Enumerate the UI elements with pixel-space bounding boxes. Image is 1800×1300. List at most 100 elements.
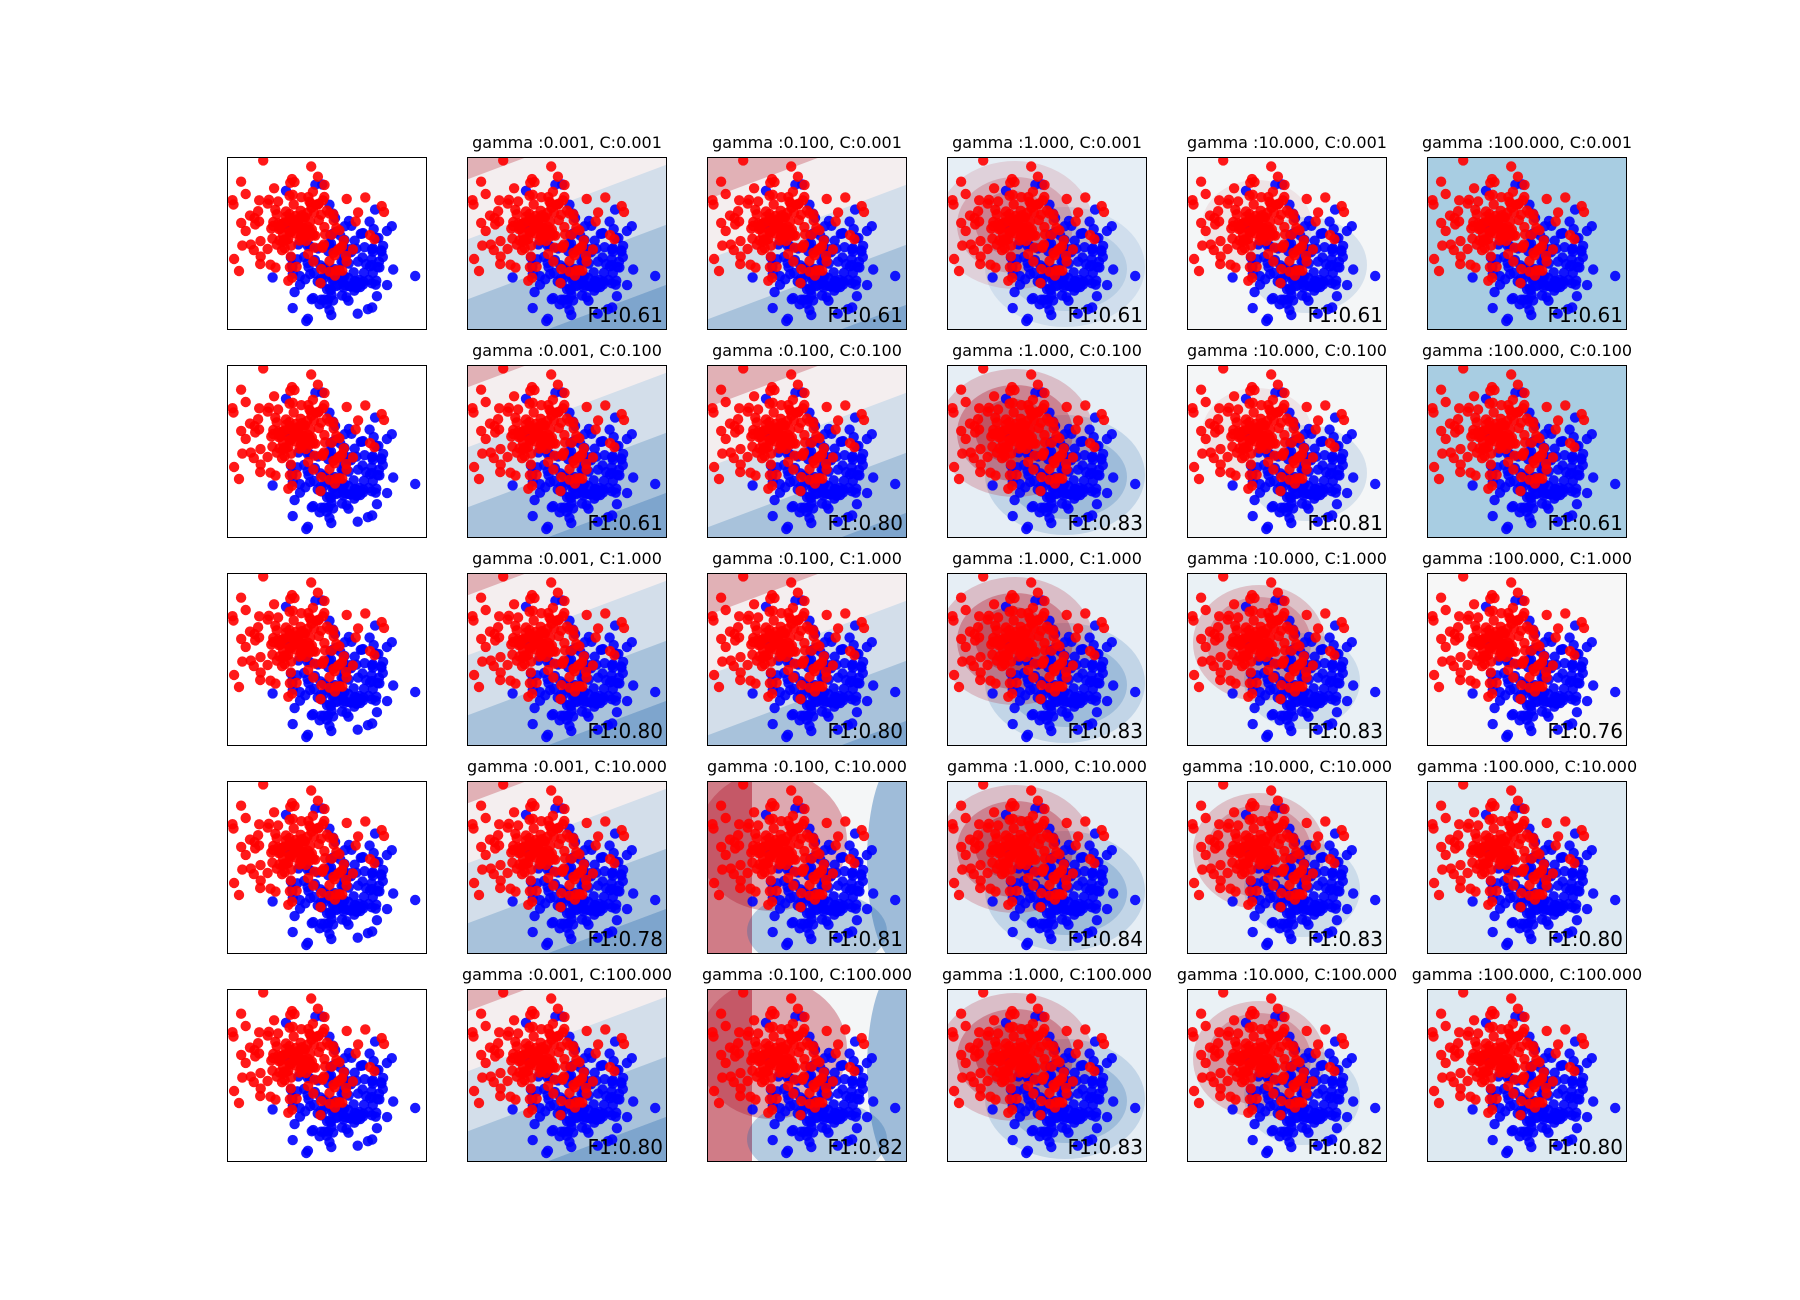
- class-1-point: [847, 659, 859, 670]
- class-0-point: [518, 217, 530, 228]
- class-0-point: [792, 379, 804, 390]
- class-1-point: [1494, 270, 1506, 282]
- class-0-point: [1276, 471, 1287, 483]
- class-0-point: [1489, 228, 1501, 239]
- class-0-point: [477, 656, 488, 667]
- class-0-point: [763, 483, 774, 494]
- class-1-point: [1261, 523, 1272, 535]
- class-0-point: [1005, 251, 1017, 262]
- class-1-point: [825, 697, 837, 708]
- class-1-point: [1227, 480, 1238, 491]
- class-0-point: [525, 459, 537, 470]
- class-0-point: [376, 408, 387, 420]
- class-1-point: [1521, 284, 1533, 295]
- class-0-point: [1024, 226, 1036, 237]
- class-0-point: [1070, 424, 1081, 435]
- axes-frame: [947, 157, 1147, 330]
- class-0-point: [494, 403, 505, 414]
- svm-panel: F1:0.83: [947, 365, 1147, 538]
- class-0-point: [716, 217, 727, 229]
- class-0-point: [1524, 208, 1535, 219]
- class-0-point: [324, 255, 335, 267]
- class-0-point: [506, 431, 517, 442]
- f1-score-label: F1:0.61: [828, 303, 904, 327]
- class-0-point: [600, 192, 611, 203]
- class-0-point: [1049, 270, 1061, 281]
- class-1-point: [1549, 443, 1560, 454]
- class-1-point: [851, 275, 862, 286]
- class-0-point: [812, 660, 824, 671]
- class-0-point: [735, 466, 746, 478]
- class-1-point: [1309, 443, 1320, 454]
- class-0-point: [1272, 407, 1284, 418]
- class-0-point: [549, 242, 560, 253]
- class-0-point: [548, 464, 559, 475]
- class-0-point: [1096, 408, 1107, 420]
- class-1-point: [621, 279, 633, 291]
- class-0-point: [715, 384, 727, 395]
- class-0-point: [1279, 229, 1291, 240]
- class-0-point: [1028, 256, 1039, 267]
- class-0-point: [1310, 216, 1321, 227]
- class-0-point: [1032, 379, 1044, 390]
- class-0-point: [289, 228, 301, 239]
- class-0-point: [1537, 473, 1548, 484]
- class-1-point: [1079, 242, 1090, 253]
- class-0-point: [742, 198, 753, 209]
- class-0-point: [283, 691, 294, 702]
- class-0-point: [765, 385, 776, 396]
- class-0-point: [788, 415, 800, 426]
- class-0-point: [270, 678, 281, 689]
- class-1-point: [381, 279, 393, 291]
- class-0-point: [227, 403, 238, 414]
- class-1-point: [1007, 510, 1018, 522]
- class-0-point: [1208, 244, 1219, 256]
- class-1-point: [1268, 500, 1279, 512]
- class-0-point: [523, 691, 534, 702]
- class-1-point: [321, 284, 333, 295]
- class-1-point: [1101, 487, 1113, 499]
- class-0-point: [1480, 414, 1492, 425]
- class-0-point: [764, 678, 776, 689]
- class-0-point: [1479, 234, 1490, 245]
- class-1-point: [1101, 695, 1113, 707]
- class-0-point: [542, 664, 554, 676]
- class-1-point: [267, 480, 278, 491]
- class-0-point: [559, 387, 570, 399]
- class-1-point: [357, 668, 368, 679]
- class-0-point: [233, 473, 245, 485]
- class-0-point: [1188, 253, 1200, 265]
- class-0-point: [502, 614, 513, 625]
- class-1-point: [616, 661, 627, 672]
- class-0-point: [296, 400, 307, 411]
- class-0-point: [1336, 408, 1347, 420]
- class-0-point: [329, 686, 341, 697]
- class-0-point: [564, 208, 575, 219]
- class-0-point: [580, 666, 592, 678]
- class-1-point: [851, 483, 862, 494]
- class-0-point: [498, 157, 509, 166]
- class-1-point: [507, 480, 518, 491]
- class-1-point: [1317, 460, 1328, 471]
- class-0-point: [789, 242, 800, 253]
- class-0-point: [1428, 253, 1440, 265]
- class-0-point: [1036, 471, 1047, 483]
- class-1-point: [589, 443, 600, 454]
- class-0-point: [488, 452, 499, 464]
- class-0-point: [1488, 407, 1499, 418]
- raw-data-panel-plot: [227, 365, 427, 538]
- class-0-point: [236, 217, 247, 229]
- class-0-point: [581, 193, 592, 205]
- class-0-point: [999, 234, 1010, 245]
- class-0-point: [1502, 248, 1514, 260]
- class-0-point: [285, 667, 297, 678]
- class-0-point: [475, 592, 487, 603]
- class-0-point: [975, 251, 986, 262]
- class-0-point: [707, 611, 718, 622]
- class-1-point: [349, 443, 360, 454]
- class-0-point: [284, 262, 296, 273]
- class-0-point: [337, 473, 348, 484]
- class-0-point: [1537, 265, 1548, 276]
- class-0-point: [1026, 577, 1037, 588]
- class-0-point: [480, 604, 491, 616]
